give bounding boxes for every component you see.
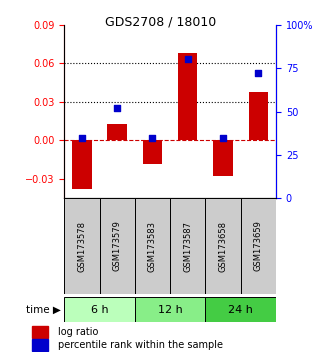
Bar	[178, 53, 197, 141]
FancyBboxPatch shape	[100, 198, 135, 294]
Point	[256, 70, 261, 76]
Bar	[32, 326, 48, 337]
Point	[150, 135, 155, 140]
Text: log ratio: log ratio	[58, 327, 98, 337]
FancyBboxPatch shape	[241, 198, 276, 294]
Bar	[108, 124, 127, 141]
Text: time ▶: time ▶	[26, 305, 61, 315]
Point	[221, 135, 226, 140]
Bar	[249, 92, 268, 141]
Text: GSM173659: GSM173659	[254, 221, 263, 272]
FancyBboxPatch shape	[64, 198, 100, 294]
Text: GSM173579: GSM173579	[113, 221, 122, 272]
Bar	[213, 141, 233, 176]
Text: percentile rank within the sample: percentile rank within the sample	[58, 340, 223, 350]
FancyBboxPatch shape	[170, 198, 205, 294]
Bar	[32, 339, 48, 351]
Point	[79, 135, 84, 140]
Text: 24 h: 24 h	[228, 305, 253, 315]
Text: 12 h: 12 h	[158, 305, 183, 315]
FancyBboxPatch shape	[135, 297, 205, 322]
Bar	[143, 141, 162, 164]
Text: 6 h: 6 h	[91, 305, 108, 315]
Point	[115, 105, 120, 111]
Bar	[72, 141, 91, 189]
Text: GSM173578: GSM173578	[77, 221, 86, 272]
Text: GSM173587: GSM173587	[183, 221, 192, 272]
Point	[185, 57, 190, 62]
FancyBboxPatch shape	[64, 297, 135, 322]
FancyBboxPatch shape	[135, 198, 170, 294]
FancyBboxPatch shape	[205, 297, 276, 322]
FancyBboxPatch shape	[205, 198, 241, 294]
Text: GDS2708 / 18010: GDS2708 / 18010	[105, 16, 216, 29]
Text: GSM173658: GSM173658	[219, 221, 228, 272]
Text: GSM173583: GSM173583	[148, 221, 157, 272]
